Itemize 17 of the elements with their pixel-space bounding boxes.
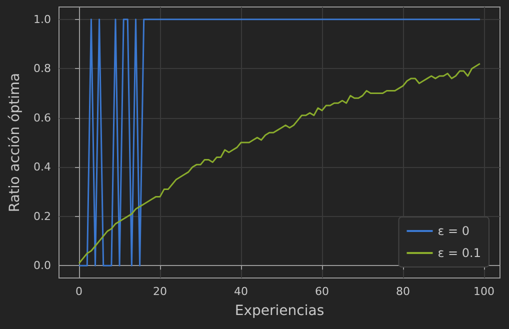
y-axis-title: Ratio acción óptima (7, 72, 23, 212)
x-tick-label: 40 (234, 285, 248, 298)
y-tick-label: 0.8 (34, 62, 51, 76)
y-tick-label: 0.4 (34, 160, 51, 174)
legend-label: ε = 0.1 (438, 246, 482, 260)
line-series (78, 62, 481, 264)
y-tick-label: 1.0 (34, 12, 51, 26)
x-axis-title: Experiencias (234, 303, 324, 319)
legend-label: ε = 0 (438, 224, 470, 238)
x-tick-label: 20 (153, 285, 168, 298)
x-tick-label: 80 (396, 285, 410, 298)
y-tick-label: 0.2 (34, 210, 51, 223)
y-tick-label: 0.0 (34, 259, 51, 272)
x-tick-label: 60 (315, 285, 330, 298)
x-tick-label: 100 (474, 285, 495, 298)
x-tick-label: 0 (76, 285, 83, 298)
y-tick-label: 0.6 (34, 111, 51, 124)
